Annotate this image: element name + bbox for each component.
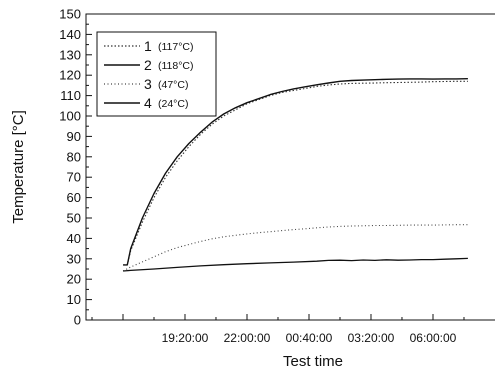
- legend-box: [96, 31, 217, 117]
- series-line-1: [123, 80, 468, 266]
- legend: 1 (117°C) 2 (118°C) 3 (47°C) 4 (24°C): [96, 31, 217, 117]
- y-tick-label: 60: [67, 190, 81, 205]
- x-axis-ticks: 19:20:00 22:00:00 00:40:00 03:20:00 06:00:00: [91, 314, 465, 345]
- series-line-4: [123, 257, 468, 272]
- legend-temp-2: (118°C): [158, 60, 194, 72]
- y-tick-label: 130: [59, 47, 81, 62]
- x-tick-label: 22:00:00: [224, 331, 271, 345]
- x-tick-label: 00:40:00: [286, 331, 333, 345]
- y-axis-ticks: 0 10 20 30 40 50 60 70 80 90 100 110 120 130 140 150: [59, 7, 92, 328]
- y-tick-label: 40: [67, 231, 81, 246]
- y-axis-title: Temperature [°C]: [10, 110, 27, 224]
- y-tick-label: 120: [59, 68, 81, 83]
- x-tick-label: 03:20:00: [348, 331, 395, 345]
- legend-temp-1: (117°C): [158, 41, 194, 53]
- x-axis-title: Test time: [283, 353, 343, 370]
- series-line-3: [122, 224, 468, 272]
- series-lines: [122, 78, 468, 272]
- y-tick-label: 140: [59, 27, 81, 42]
- x-tick-label: 19:20:00: [162, 331, 209, 345]
- y-tick-label: 80: [67, 149, 81, 164]
- legend-label-1: 1: [144, 38, 152, 54]
- x-tick-label: 06:00:00: [410, 331, 457, 345]
- legend-temp-3: (47°C): [158, 79, 188, 91]
- y-tick-label: 30: [67, 251, 81, 266]
- y-tick-label: 50: [67, 211, 81, 226]
- legend-temp-4: (24°C): [158, 98, 188, 110]
- y-tick-label: 20: [67, 272, 81, 287]
- y-tick-label: 0: [74, 313, 81, 328]
- y-tick-label: 90: [67, 129, 81, 144]
- y-tick-label: 70: [67, 170, 81, 185]
- series-line-2: [123, 78, 468, 266]
- y-tick-label: 110: [60, 88, 81, 103]
- legend-label-2: 2: [144, 57, 152, 73]
- y-tick-label: 10: [67, 292, 81, 307]
- legend-label-4: 4: [144, 95, 152, 111]
- legend-label-3: 3: [144, 76, 152, 92]
- y-tick-label: 100: [59, 109, 81, 124]
- y-tick-label: 150: [59, 7, 81, 22]
